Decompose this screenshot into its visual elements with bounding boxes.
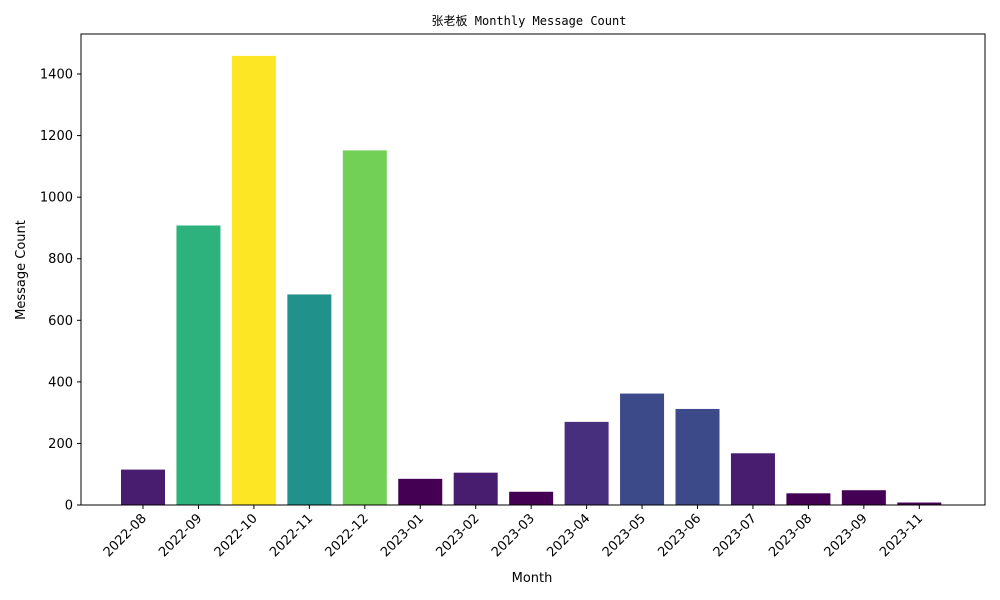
bar-2023-02: [453, 472, 498, 505]
x-tick-label: 2022-09: [156, 511, 205, 560]
bar-2022-10: [231, 55, 276, 505]
y-tick-label: 200: [48, 437, 73, 452]
x-axis: 2022-08 2022-09 2022-10 2022-11 2022-12 2023-…: [101, 505, 926, 560]
x-tick-label: 2023-01: [378, 511, 427, 560]
y-tick-label: 1200: [40, 129, 73, 144]
bar-2022-08: [121, 469, 165, 505]
bar-2023-04: [564, 421, 609, 505]
bar-2023-05: [620, 393, 665, 505]
bar-2022-12: [342, 150, 387, 506]
x-tick-label: 2023-08: [766, 511, 815, 560]
bar-2023-07: [730, 453, 775, 505]
y-axis-label: Message Count: [14, 220, 29, 320]
y-tick-label: 800: [48, 252, 73, 267]
bar-2023-11: [897, 502, 942, 505]
plot-frame: [80, 33, 986, 506]
bar-2023-08: [786, 493, 831, 505]
x-tick-label: 2023-02: [434, 511, 483, 560]
x-tick-label: 2023-06: [655, 511, 704, 560]
bar-2023-03: [509, 491, 554, 505]
x-tick-label: 2022-12: [323, 511, 372, 560]
x-tick-label: 2023-04: [544, 511, 593, 560]
x-axis-label: Month: [512, 571, 553, 586]
bar-2023-06: [675, 408, 720, 505]
y-axis: 0 200 400 600 800 1000 1200 1400: [40, 68, 81, 514]
y-tick-label: 400: [48, 375, 73, 390]
bars-group: [121, 55, 942, 506]
chart-title: 张老板 Monthly Message Count: [432, 14, 627, 28]
bar-2022-09: [176, 225, 221, 505]
x-tick-label: 2022-11: [267, 511, 316, 560]
x-tick-label: 2022-08: [101, 511, 150, 560]
x-tick-label: 2023-07: [711, 511, 760, 560]
x-tick-label: 2023-03: [489, 511, 538, 560]
x-tick-label: 2022-10: [212, 511, 261, 560]
y-tick-label: 600: [48, 314, 73, 329]
bar-2022-11: [287, 294, 332, 505]
bar-2023-01: [398, 478, 443, 505]
y-tick-label: 1000: [40, 191, 73, 206]
y-tick-label: 1400: [40, 68, 73, 83]
x-tick-label: 2023-05: [600, 511, 649, 560]
x-tick-label: 2023-09: [822, 511, 871, 560]
y-tick-label: 0: [65, 499, 73, 514]
bar-2023-09: [841, 490, 886, 505]
x-tick-label: 2023-11: [877, 511, 926, 560]
